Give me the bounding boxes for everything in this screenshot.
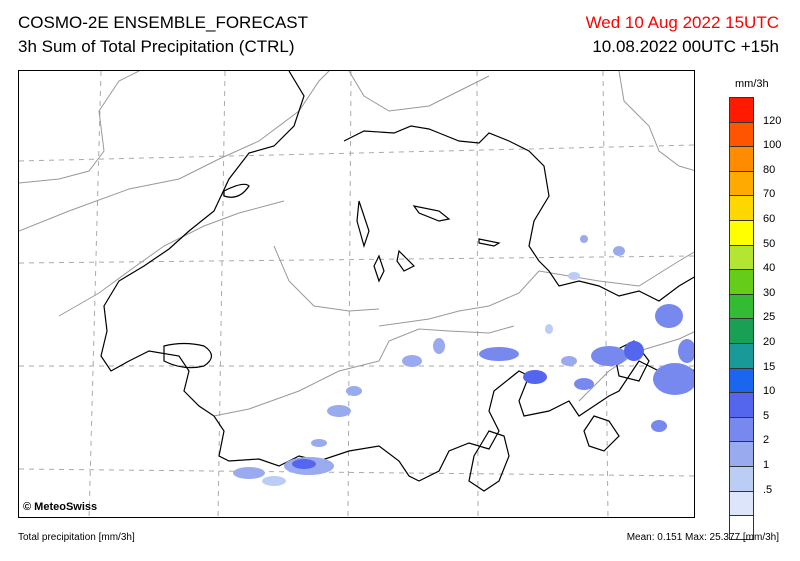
legend-label: 40	[763, 262, 776, 275]
legend-swatch	[729, 121, 754, 147]
legend-swatch	[729, 465, 754, 491]
legend-swatch	[729, 170, 754, 196]
footer-variable: Total precipitation [mm/3h]	[18, 532, 135, 543]
precipitation-patches	[233, 235, 694, 486]
legend-swatch	[729, 441, 754, 466]
legend-swatch	[729, 269, 754, 294]
legend-swatch	[729, 392, 754, 417]
legend-label: 120	[763, 114, 782, 127]
legend-swatch	[729, 219, 754, 245]
legend-unit: mm/3h	[735, 78, 769, 90]
legend-label: 25	[763, 311, 776, 324]
legend-swatch	[729, 146, 754, 171]
chart-subtitle: 3h Sum of Total Precipitation (CTRL)	[18, 37, 295, 56]
legend-swatch	[729, 97, 754, 122]
legend-label: 5	[763, 409, 770, 422]
legend-label: 15	[763, 360, 776, 373]
color-legend	[729, 97, 754, 540]
legend-swatch	[729, 416, 754, 442]
legend-label: 2	[763, 434, 770, 447]
legend-swatch	[729, 342, 754, 368]
chart-title: COSMO-2E ENSEMBLE_FORECAST	[18, 13, 309, 32]
legend-label: 1	[763, 459, 770, 471]
valid-time: Wed 10 Aug 2022 15UTC	[585, 13, 779, 32]
legend-label: 70	[763, 188, 776, 201]
footer-stats: Mean: 0.151 Max: 25.377 [mm/3h]	[626, 532, 779, 543]
legend-label: 80	[763, 163, 776, 176]
legend-swatch	[729, 293, 754, 319]
legend-label: 60	[763, 213, 776, 225]
legend-swatch	[729, 244, 754, 270]
run-time: 10.08.2022 00UTC +15h	[592, 37, 779, 56]
precipitation-map: © MeteoSwiss	[18, 70, 695, 518]
legend-swatch	[729, 195, 754, 220]
map-grid	[19, 71, 694, 517]
meteoswiss-credit: © MeteoSwiss	[23, 501, 98, 513]
legend-label: 10	[763, 385, 776, 398]
legend-swatch	[729, 367, 754, 393]
legend-label: 20	[763, 336, 776, 348]
regional-boundaries	[19, 71, 694, 417]
legend-swatch	[729, 515, 754, 540]
legend-label: .5	[763, 483, 773, 496]
legend-swatch	[729, 490, 754, 516]
legend-label: 50	[763, 237, 776, 250]
legend-label: 30	[763, 286, 776, 299]
national-borders	[100, 71, 694, 492]
legend-label: 100	[763, 139, 782, 152]
legend-swatch	[729, 318, 754, 343]
map-canvas	[19, 71, 694, 517]
